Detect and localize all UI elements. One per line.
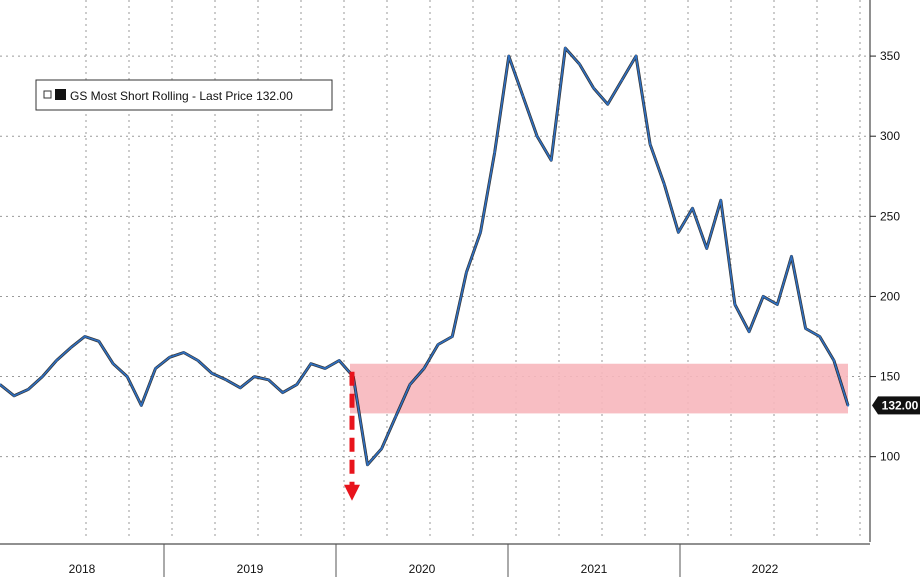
data-point: [239, 386, 242, 389]
legend: GS Most Short Rolling - Last Price 132.0…: [35, 79, 333, 111]
data-point: [126, 375, 129, 378]
data-point: [733, 303, 737, 306]
y-tick-label: 200: [880, 289, 900, 303]
data-point: [224, 378, 228, 381]
data-point: [846, 404, 850, 407]
legend-box: [35, 79, 333, 111]
data-point: [479, 231, 482, 234]
data-point: [747, 330, 751, 333]
data-point: [677, 231, 680, 234]
data-point: [719, 199, 722, 202]
data-point: [564, 46, 567, 50]
data-point: [663, 183, 666, 186]
data-point: [493, 151, 496, 154]
x-tick-label: 2021: [581, 562, 608, 576]
data-point: [111, 362, 115, 365]
data-point: [380, 447, 383, 450]
y-tick-label: 150: [880, 370, 900, 384]
data-point: [182, 351, 185, 354]
data-point: [154, 367, 157, 370]
x-tick-label: 2020: [409, 562, 436, 576]
data-point: [295, 383, 298, 386]
data-point: [309, 362, 313, 365]
highlight-band-layer: [350, 363, 848, 414]
data-point: [168, 356, 171, 359]
x-tick-label: 2019: [237, 562, 264, 576]
y-tick-label: 250: [880, 209, 900, 223]
last-price-pointer: [872, 396, 878, 415]
arrow-annotation-layer: [344, 371, 360, 501]
data-point: [804, 327, 807, 330]
data-point: [97, 340, 101, 343]
x-tick-label: 2022: [752, 562, 779, 576]
arrow-head: [344, 484, 360, 501]
data-point: [267, 378, 270, 381]
series-layer: [0, 46, 850, 467]
data-point: [253, 375, 256, 378]
x-tick-label: 2018: [69, 562, 96, 576]
data-point: [366, 463, 369, 466]
data-point: [338, 359, 341, 362]
data-point: [451, 335, 454, 338]
y-tick-label: 350: [880, 49, 900, 63]
data-point: [394, 415, 397, 418]
legend-expand-icon[interactable]: [43, 90, 52, 99]
data-point: [465, 271, 468, 274]
last-price-badge: [878, 396, 920, 415]
data-point: [55, 359, 58, 362]
data-point: [69, 346, 72, 349]
data-point: [648, 143, 652, 146]
data-point: [0, 383, 2, 386]
data-point: [832, 359, 836, 362]
legend-swatch: [55, 89, 66, 100]
data-point: [521, 94, 525, 98]
data-point: [592, 86, 595, 90]
data-point: [323, 367, 327, 370]
data-point: [634, 54, 638, 58]
data-point: [196, 359, 200, 362]
data-point: [550, 159, 553, 162]
y-tick-label: 300: [880, 129, 900, 143]
data-point: [41, 375, 44, 378]
data-point: [578, 62, 581, 66]
data-point: [535, 135, 539, 138]
y-tick-label: 100: [880, 450, 900, 464]
data-point: [210, 372, 214, 375]
data-point: [281, 391, 284, 394]
data-point: [436, 343, 440, 346]
data-point: [83, 335, 87, 338]
data-point: [27, 388, 30, 391]
data-point: [408, 383, 412, 386]
data-point: [762, 295, 765, 298]
data-point: [12, 394, 16, 397]
data-point: [705, 247, 708, 250]
highlight-band: [350, 363, 848, 414]
last-price-label: 132.00: [882, 398, 919, 412]
data-point: [507, 54, 510, 58]
data-point: [790, 255, 793, 258]
data-point: [606, 103, 609, 106]
data-point: [620, 78, 624, 82]
data-point: [140, 404, 143, 407]
data-point: [691, 207, 694, 210]
legend-label: GS Most Short Rolling - Last Price 132.0…: [70, 89, 293, 103]
data-point: [818, 335, 821, 338]
data-point: [422, 367, 426, 370]
data-point: [776, 303, 779, 306]
